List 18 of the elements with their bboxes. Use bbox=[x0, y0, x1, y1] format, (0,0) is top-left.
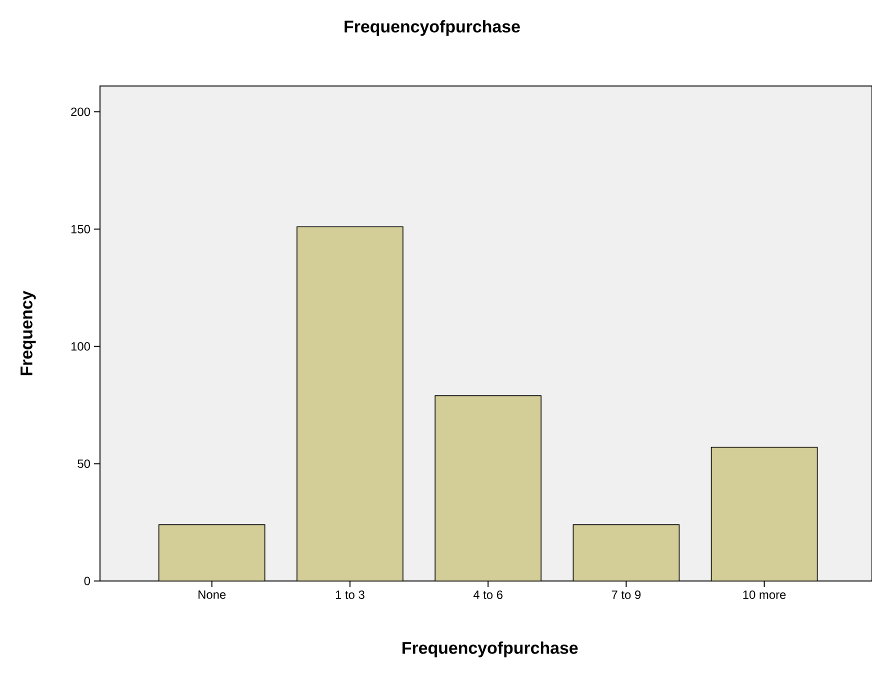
y-tick-label: 200 bbox=[71, 108, 90, 116]
x-axis-title: Frequencyofpurchase bbox=[402, 641, 578, 658]
y-tick-label: 50 bbox=[78, 459, 90, 468]
bar bbox=[710, 446, 818, 581]
bar bbox=[158, 524, 266, 581]
x-tick-label: 7 to 9 bbox=[612, 590, 641, 599]
bar bbox=[572, 524, 680, 581]
y-axis-title: Frequency bbox=[20, 290, 36, 376]
x-tick-label: 10 more bbox=[743, 590, 786, 599]
y-tick-label: 150 bbox=[71, 224, 90, 234]
bar bbox=[296, 226, 404, 581]
y-tick-label: 100 bbox=[71, 342, 90, 351]
x-tick-label: 1 to 3 bbox=[336, 590, 364, 599]
y-tick-label: 0 bbox=[84, 576, 90, 586]
bar bbox=[435, 396, 542, 581]
x-tick-label: None bbox=[198, 590, 226, 599]
x-tick-label: 4 to 6 bbox=[473, 590, 502, 599]
chart-title: Frequencyofpurchase bbox=[344, 20, 520, 36]
